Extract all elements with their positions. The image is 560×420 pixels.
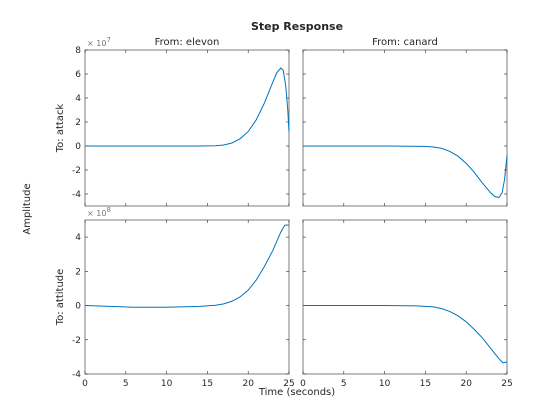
figure-xlabel: Time (seconds) [258, 387, 335, 398]
row-label: To: attack [55, 104, 66, 154]
y-tick-label: -4 [72, 370, 81, 380]
step-response-line [303, 305, 508, 364]
y-tick-label: -4 [72, 190, 81, 200]
x-tick-label: 20 [242, 379, 254, 389]
x-tick-label: 20 [460, 379, 472, 389]
plot-frame [84, 219, 290, 375]
x-tick-label: 5 [341, 379, 347, 389]
y-tick-label: 4 [75, 94, 81, 104]
x-tick-label: 15 [420, 379, 431, 389]
x-tick-label: 10 [379, 379, 391, 389]
figure-ylabel: Amplitude [22, 183, 33, 234]
y-tick-label: 0 [75, 142, 81, 152]
x-tick-label: 25 [501, 379, 512, 389]
x-tick-label: 25 [283, 379, 294, 389]
x-tick-label: 5 [123, 379, 129, 389]
y-tick-label: 0 [75, 302, 81, 312]
subplot-2: From: canard [302, 37, 508, 207]
multiplier-base: × 10 [87, 39, 106, 48]
y-tick-label: 2 [75, 267, 81, 277]
row-label: To: attitude [55, 269, 66, 327]
step-response-line [84, 224, 289, 308]
subplot-4: 0 5 10 15 20 25 [300, 219, 513, 389]
x-tick-label: 0 [82, 379, 88, 389]
axis-multiplier: × 107 [87, 36, 111, 48]
plot-frame [302, 219, 508, 375]
multiplier-base: × 10 [87, 209, 106, 218]
y-tick-label: -2 [72, 166, 81, 176]
multiplier-exponent: 7 [106, 36, 110, 44]
y-tick-label: 2 [75, 118, 81, 128]
plot-frame [302, 49, 508, 207]
column-title: From: elevon [155, 37, 220, 48]
axis-multiplier: × 108 [87, 206, 111, 218]
column-title: From: canard [372, 37, 438, 48]
subplot-1: -4 -2 0 2 4 6 8 From: elevon To: attack × 107 [55, 36, 290, 207]
plot-frame [84, 49, 290, 207]
subplot-3: -4 -2 0 2 4 0 5 10 15 20 25 To: attitude × 108 [55, 206, 295, 389]
y-tick-label: 6 [75, 70, 81, 80]
y-tick-label: 8 [75, 46, 81, 56]
step-response-line [303, 145, 508, 199]
y-tick-label: 4 [75, 233, 81, 243]
figure-title: Step Response [251, 20, 343, 33]
x-tick-label: 15 [202, 379, 213, 389]
step-response-line [85, 67, 290, 147]
x-tick-label: 10 [161, 379, 173, 389]
x-tick-label: 0 [300, 379, 306, 389]
y-tick-label: -2 [72, 336, 81, 346]
multiplier-exponent: 8 [106, 206, 110, 214]
